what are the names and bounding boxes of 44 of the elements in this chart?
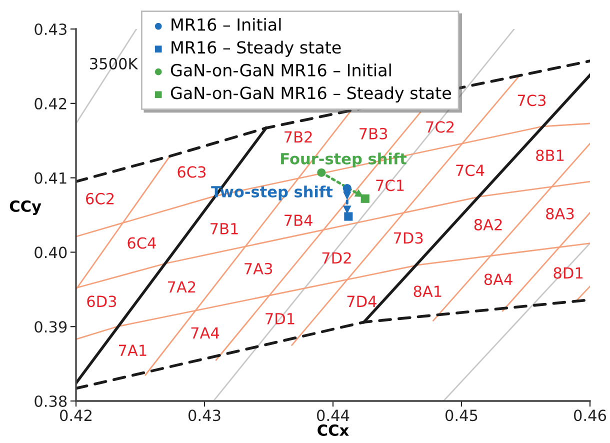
annotation: 6C4 — [128, 237, 156, 249]
annotation: 6D3 — [87, 296, 116, 308]
annotation: 7B2 — [284, 131, 312, 143]
annotation: 7D1 — [266, 313, 294, 324]
annotation: 7C1 — [376, 180, 404, 192]
legend-label: MR16 – Steady state — [172, 40, 341, 57]
y-tick-label: 0.38 — [34, 395, 67, 408]
annotation: 8A3 — [546, 208, 574, 220]
y-tick-label: 0.42 — [34, 98, 66, 110]
x-tick-label: 0.42 — [60, 410, 92, 422]
annotation: 8A1 — [414, 286, 442, 298]
legend-label: MR16 – Initial — [172, 18, 281, 31]
x-tick-label: 0.46 — [574, 410, 606, 422]
x-tick-label: 0.45 — [445, 410, 478, 422]
annotation: 7D2 — [322, 252, 351, 264]
annotation: 7D3 — [394, 232, 423, 244]
annotation: 7D4 — [347, 296, 376, 307]
annotation: 6C2 — [86, 192, 114, 204]
annotation: 7B4 — [284, 214, 312, 226]
annotation: 8D1 — [554, 267, 582, 279]
x-tick-label: 0.43 — [188, 410, 220, 422]
annotation: 7C3 — [518, 94, 546, 106]
legend-label: GaN-on-GaN MR16 – Steady state — [170, 86, 451, 102]
annotation: 7A1 — [119, 344, 146, 356]
annotation: 7C4 — [456, 164, 484, 176]
annotation: 8A2 — [474, 218, 502, 230]
y-tick-label: 0.43 — [34, 23, 66, 36]
x-axis-title: CCx — [318, 424, 349, 436]
annotation: 3500K — [90, 58, 138, 70]
y-axis-title: CCy — [10, 200, 42, 216]
annotation: 7A3 — [244, 262, 272, 274]
legend-label: GaN-on-GaN MR16 – Initial — [170, 64, 391, 76]
annotation: 7A2 — [168, 281, 196, 293]
annotation: 7B3 — [360, 128, 388, 140]
y-tick-label: 0.41 — [34, 172, 66, 184]
annotation: 8A4 — [484, 274, 512, 286]
annotation: 7B1 — [210, 223, 238, 234]
annotation: 8B1 — [536, 150, 564, 162]
y-tick-label: 0.39 — [34, 321, 67, 333]
x-tick-label: 0.44 — [317, 410, 350, 422]
annotation: 7C2 — [426, 121, 454, 133]
y-tick-label: 0.40 — [34, 246, 67, 258]
annotation: 7A4 — [191, 327, 220, 339]
annotation: 6C3 — [178, 166, 206, 178]
